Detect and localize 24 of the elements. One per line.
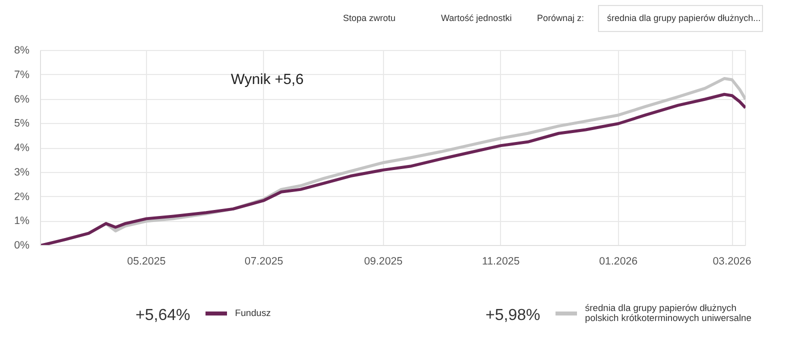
- legend-label: średnia dla grupy papierów dłużnych polskich krótkoterminowych uniwersalne: [585, 303, 752, 323]
- y-tick-label: 2%: [14, 190, 30, 203]
- y-tick-label: 1%: [14, 215, 30, 228]
- y-tick-label: 6%: [14, 93, 30, 106]
- text: +5,98%: [486, 307, 540, 324]
- text: Stopa zwrotu: [343, 12, 396, 25]
- text: średnia dla grupy papierów dłużnych...: [598, 5, 763, 32]
- y-tick-label: 4%: [14, 142, 30, 154]
- text: Porównaj z:: [537, 12, 584, 25]
- legend-label: Fundusz: [235, 308, 271, 318]
- y-tick-label: 3%: [14, 166, 30, 178]
- x-tick-label: 01.2026: [599, 256, 638, 268]
- y-tick-label: 7%: [14, 68, 30, 81]
- x-tick-label: 03.2026: [712, 256, 752, 268]
- text: +5,64%: [136, 307, 190, 324]
- y-tick-label: 5%: [14, 118, 30, 130]
- y-tick-label: 0%: [14, 240, 30, 252]
- annotation: Wynik +5,6: [230, 72, 304, 88]
- x-tick-label: 07.2025: [244, 256, 284, 268]
- text: Wartość jednostki: [441, 12, 512, 25]
- y-tick-label: 8%: [14, 44, 30, 56]
- x-tick-label: 05.2025: [127, 256, 166, 268]
- x-tick-label: 11.2025: [482, 256, 520, 268]
- x-tick-label: 09.2025: [364, 256, 403, 268]
